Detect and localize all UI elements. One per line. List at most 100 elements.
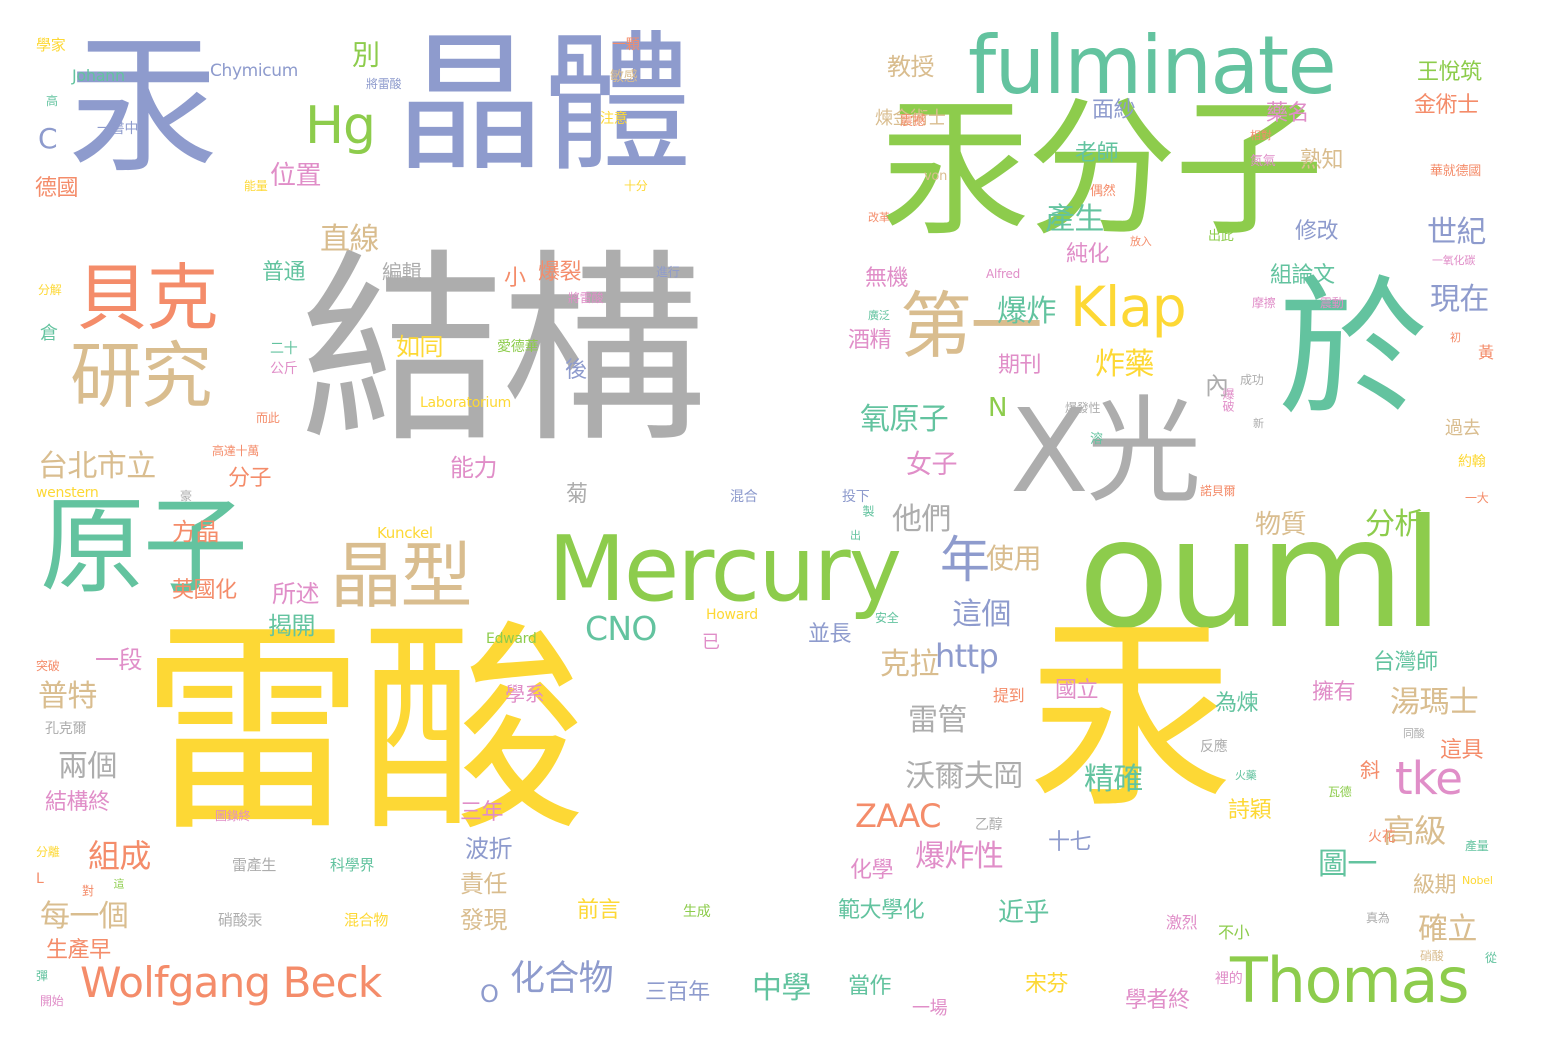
word-cjk-120: 提到 [993,686,1025,705]
word-cjk-151: 分解 [38,283,62,297]
word-cjk-170: 投下 [842,489,870,505]
word-cjk-177: 突破 [36,659,60,673]
word-cjk-156: 公斤 [270,361,298,377]
word-x-6: X光 [1010,385,1201,519]
word-kunckel-173: Kunckel [377,524,433,542]
word-cjk-163: 新 [1253,417,1264,430]
word-cjk-93: 金術士 [1414,93,1479,118]
word-cjk-104: 編輯 [382,260,422,284]
word-cjk-45: 物質 [1255,510,1306,540]
word-edward-176: Edward [486,631,537,647]
word-cjk-22: 台北市立 [38,449,156,484]
word-cjk-46: 使用 [986,542,1041,575]
word-cjk-79: 宋芬 [1025,972,1069,997]
word-cjk-49: 產生 [1045,202,1104,237]
word-cjk-32: 中學 [752,971,811,1006]
word-cjk-52: 精確 [1084,762,1143,797]
word-cjk-148: 摩擦 [1252,296,1276,310]
word-cjk-23: 化合物 [510,959,614,999]
word-wenstern-167: wenstern [36,485,99,501]
word-tke-19: tke [1395,752,1463,805]
word-cjk-61: 所述 [272,580,320,608]
word-mercury-11: Mercury [548,517,902,622]
word-cjk-188: 這 [112,878,125,889]
word-cjk-73: 化學 [850,858,894,883]
word-cjk-35: 兩個 [58,749,117,784]
word-cjk-34: 每一個 [40,899,129,934]
word-cjk-171: 製 [861,505,875,517]
word-n-97: N [988,393,1007,423]
word-cjk-21: 年 [940,531,990,589]
word-cjk-116: 黃 [1478,343,1494,362]
word-cjk-59: 英國化 [172,578,237,603]
word-cjk-184: 產量 [1465,839,1489,853]
word-zaac-27: ZAAC [855,797,941,835]
word-cjk-139: 相對 [1250,129,1272,142]
word-cjk-13: 研究 [70,334,213,418]
word-cjk-150: 初 [1450,331,1461,344]
word-cjk-58: 方晶 [172,518,220,546]
word-cjk-107: 菊 [566,482,588,507]
word-cjk-115: 約翰 [1458,454,1486,470]
word-cjk-195: 裡的 [1215,971,1243,987]
word-cjk-15: 第一 [900,284,1043,368]
word-cjk-136: 十分 [624,179,648,193]
word-cjk-181: 圖錄終 [215,809,251,823]
word-cjk-164: 溶 [1090,432,1103,447]
word-cjk-83: 一場 [912,998,948,1019]
word-cjk-31: 高級 [1383,812,1446,850]
word-thomas-18: Thomas [1230,944,1470,1017]
word-cjk-53: 確立 [1418,912,1477,947]
word-cjk-175: 安全 [875,611,899,625]
word-cjk-38: 直線 [320,222,379,257]
word-cjk-66: 國立 [1055,678,1099,703]
word-cjk-68: 為煉 [1215,691,1259,716]
word-cjk-133: 注意 [600,111,628,127]
word-cjk-147: 一氧化碳 [1432,254,1476,267]
word-cjk-162: 爆破 [1221,388,1235,412]
word-cjk-152: 將雷酸 [568,291,604,305]
word-cjk-92: 藥名 [1266,101,1310,126]
word-cjk-189: 雷產生 [232,856,277,874]
word-cjk-142: 華就德國 [1430,164,1481,179]
word-cjk-100: 酒精 [848,328,892,353]
word-cjk-64: 生產早 [46,938,111,963]
word-cjk-165: 諾貝爾 [1200,484,1236,498]
word-cjk-54: 圖一 [1318,847,1377,882]
word-cjk-103: 普通 [262,260,306,285]
word-cjk-1: 晶體 [395,18,692,192]
word-cjk-172: 出 [850,529,861,542]
word-cjk-161: 爆發性 [1065,401,1101,415]
word-cjk-143: 放入 [1130,235,1152,248]
word-cjk-33: 組成 [88,837,151,875]
word-cjk-80: 學者終 [1125,988,1190,1013]
word-cjk-182: 乙醇 [975,817,1003,833]
word-cjk-125: 學家 [36,36,66,54]
word-cjk-99: 無機 [865,266,909,291]
word-cjk-41: 氧原子 [860,402,949,437]
word-cjk-197: 硝酸 [1420,949,1444,963]
word-cjk-134: 震撼 [900,114,926,129]
word-cjk-185: 分離 [36,845,60,859]
word-cjk-62: 一段 [95,646,143,674]
word-ouml-7: ouml [1078,488,1444,662]
word-cjk-119: 學系 [505,682,545,706]
word-cjk-44: 分析 [1365,507,1424,542]
word-cjk-76: 波折 [465,835,513,863]
word-cjk-124: 倉 [40,323,58,344]
word-cjk-190: 科學界 [330,856,375,874]
word-laboratorium-159: Laboratorium [420,395,512,411]
word-cjk-168: 豪 [180,489,192,503]
word-cjk-36: 普特 [38,679,97,714]
word-cjk-106: 分子 [228,466,272,491]
word-von-137: von [924,169,948,184]
word-cjk-84: 教授 [887,53,935,81]
word-cjk-155: 二十 [270,341,298,357]
word-cjk-194: 混合物 [344,911,389,929]
word-l-186: L [36,871,44,887]
word-cjk-3: 汞分子 [880,83,1324,257]
word-cjk-5: 於 [1278,263,1428,437]
word-cjk-117: 斜 [1360,758,1380,782]
word-cjk-8: 雷酸 [140,601,586,863]
word-cjk-102: 小 [504,266,526,291]
